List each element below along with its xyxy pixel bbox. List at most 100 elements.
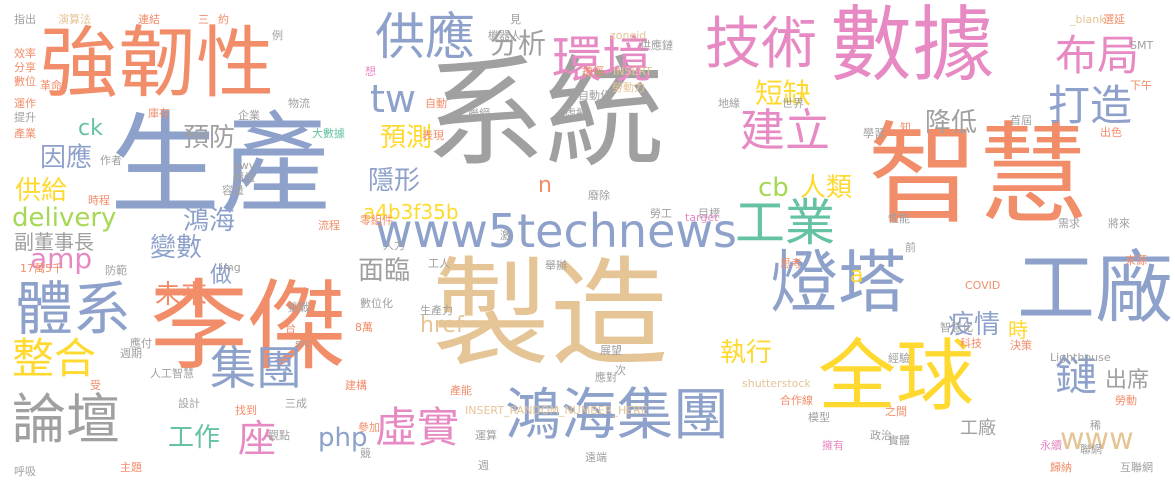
cloud-word: 出色	[1100, 126, 1122, 139]
cloud-word: 稀	[1090, 419, 1101, 432]
cloud-word: 主題	[120, 461, 142, 474]
cloud-word: 企業	[238, 109, 260, 122]
cloud-word: 全球	[818, 332, 975, 422]
cloud-word: 性能	[888, 212, 910, 225]
cloud-word: 整合	[12, 334, 97, 383]
cloud-word: amp	[30, 242, 93, 275]
cloud-word: 觀點	[268, 429, 290, 442]
cloud-word: 永續	[1040, 439, 1062, 452]
cloud-word: 週期	[120, 347, 142, 360]
cloud-word: 分析	[490, 27, 547, 60]
cloud-word: 虛實	[375, 403, 460, 452]
cloud-word: 大數據	[312, 127, 345, 140]
cloud-word: 目標	[698, 207, 720, 220]
cloud-word: Lighthouse	[1050, 351, 1111, 364]
cloud-word: 舉辦	[545, 259, 567, 272]
cloud-word: 互聯網	[1120, 461, 1153, 474]
cloud-word: 數位	[14, 75, 36, 88]
cloud-word: 技術	[705, 12, 817, 77]
cloud-word: 人類	[800, 173, 853, 203]
cloud-word: 合作線	[780, 394, 813, 407]
cloud-word: 供給	[15, 176, 68, 206]
cloud-word: 系統	[425, 45, 665, 184]
cloud-word: 地緣	[718, 97, 740, 110]
cloud-word: _blank	[1070, 13, 1106, 26]
cloud-word: 表現	[422, 129, 444, 142]
cloud-word: 自動	[425, 97, 447, 110]
cloud-word: 展望	[600, 344, 622, 357]
cloud-word: n	[538, 173, 552, 198]
cloud-word: 17萬5千	[20, 262, 63, 275]
cloud-word: 時	[1008, 318, 1028, 342]
cloud-word: 應對	[595, 371, 617, 384]
cloud-word: 虛擬	[565, 107, 587, 120]
cloud-word: 建立	[740, 104, 831, 157]
cloud-word: 人力	[383, 239, 405, 252]
cloud-word: 勞動	[1115, 394, 1137, 407]
cloud-word: 產業	[14, 127, 36, 140]
cloud-word: 三成	[285, 397, 307, 410]
cloud-word: a4b3f35b	[363, 200, 459, 224]
cloud-word: 廢除	[588, 189, 610, 202]
cloud-word: 革命	[40, 79, 62, 92]
cloud-word: 論壇	[12, 388, 120, 451]
cloud-word: 副董事長	[14, 230, 94, 254]
cloud-word: 參加	[358, 421, 380, 434]
cloud-word: cb	[758, 173, 789, 203]
cloud-word: 決策	[1010, 339, 1032, 352]
cloud-word: zoneid	[610, 29, 647, 42]
cloud-word: 鏈	[1055, 351, 1098, 400]
cloud-word: 知	[900, 121, 911, 134]
cloud-word: 燈塔	[770, 244, 907, 323]
cloud-word: 智慧化	[940, 321, 973, 334]
cloud-word: 環境	[552, 31, 652, 89]
cloud-word: 生產力	[420, 304, 453, 317]
cloud-word: 座	[238, 417, 277, 461]
cloud-word: 台	[285, 322, 296, 335]
cloud-word: delivery	[12, 203, 117, 233]
cloud-word: 聯網	[1080, 443, 1102, 456]
cloud-word: 效率	[14, 47, 36, 60]
cloud-word: 實體	[888, 434, 910, 447]
cloud-word: 激	[500, 229, 511, 242]
cloud-word: 數位化	[360, 297, 393, 310]
cloud-word: 工廠	[1016, 244, 1173, 334]
cloud-word: 想	[365, 65, 376, 78]
cloud-word: 經驗	[888, 352, 910, 365]
cloud-word: 供應鏈	[640, 39, 673, 52]
cloud-word: 分享	[14, 61, 36, 74]
cloud-word: 運作	[14, 97, 36, 110]
cloud-word: 強韌性	[40, 19, 275, 109]
cloud-word: 科技	[960, 337, 982, 350]
cloud-word: 面臨	[358, 256, 411, 286]
cloud-word: 競	[360, 447, 371, 460]
cloud-word: 集團	[210, 341, 302, 395]
cloud-word: 鴻海	[183, 206, 236, 236]
cloud-word: 三	[198, 13, 209, 26]
cloud-word: 需求	[1058, 217, 1080, 230]
cloud-word: 鴻海集團	[505, 383, 729, 448]
cloud-word: 產能	[450, 384, 472, 397]
cloud-word: img	[220, 261, 241, 274]
cloud-word: 找到	[235, 404, 257, 417]
cloud-word: 思考	[780, 257, 802, 270]
cloud-word: 出席	[1105, 368, 1150, 393]
cloud-word: target	[685, 211, 719, 224]
cloud-word: 流程	[318, 219, 340, 232]
cloud-word: 建構	[345, 379, 367, 392]
cloud-word: 呼吸	[14, 465, 36, 478]
cloud-word: href	[420, 313, 464, 338]
cloud-word: 人工智慧	[150, 367, 194, 380]
cloud-word: 時程	[88, 194, 110, 207]
cloud-word: 受	[90, 379, 101, 392]
cloud-word: 因應	[40, 143, 93, 173]
cloud-word: ck	[78, 116, 103, 141]
cloud-word: 疫情	[948, 310, 1001, 340]
cloud-word: 打造	[1048, 81, 1133, 130]
cloud-word: 約	[218, 13, 229, 26]
cloud-word: INSERT_RANDOM_NUMBER_HERE	[465, 404, 648, 417]
cloud-word: 布局	[1055, 31, 1140, 80]
cloud-word: tw	[370, 77, 416, 121]
cloud-word: 擁有	[822, 439, 844, 452]
